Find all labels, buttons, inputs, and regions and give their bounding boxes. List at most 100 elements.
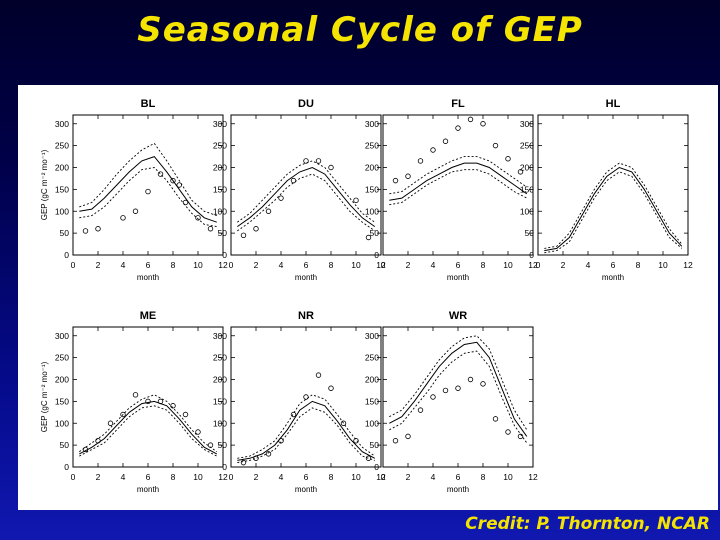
x-tick-label: 2 xyxy=(406,260,411,270)
panel-title: ME xyxy=(140,310,157,322)
data-point xyxy=(392,177,399,184)
x-tick-label: 0 xyxy=(381,260,386,270)
y-tick-label: 0 xyxy=(374,250,379,260)
y-tick-label: 100 xyxy=(55,206,69,216)
y-axis-label: GEP (gC m⁻² mo⁻¹) xyxy=(40,149,49,220)
data-point xyxy=(95,226,101,232)
data-point xyxy=(303,394,309,400)
x-tick-label: 10 xyxy=(503,472,513,482)
x-tick-label: 8 xyxy=(329,472,334,482)
x-tick-label: 12 xyxy=(376,472,386,482)
data-point xyxy=(517,433,524,440)
x-tick-label: 10 xyxy=(193,260,203,270)
series-line-bound xyxy=(389,156,528,195)
x-tick-label: 10 xyxy=(658,260,668,270)
y-tick-label: 200 xyxy=(365,163,379,173)
panel-title: HL xyxy=(606,98,621,110)
x-tick-label: 12 xyxy=(218,472,228,482)
data-point xyxy=(278,438,284,444)
y-tick-label: 100 xyxy=(213,206,227,216)
y-tick-label: 0 xyxy=(374,462,379,472)
y-tick-label: 50 xyxy=(218,440,228,450)
y-tick-label: 300 xyxy=(55,119,69,129)
x-tick-label: 10 xyxy=(351,472,361,482)
data-point xyxy=(442,387,449,394)
x-tick-label: 8 xyxy=(481,472,486,482)
x-axis-label: month xyxy=(295,485,317,494)
data-point xyxy=(157,398,164,405)
x-axis-label: month xyxy=(447,485,469,494)
data-point xyxy=(467,116,474,123)
panel-hl: HL 0 50 100 150 200 250 300 0 2 4 6 8 10 12 month xyxy=(520,98,693,282)
data-point xyxy=(278,195,284,201)
series-line-mean xyxy=(237,400,376,461)
data-point xyxy=(145,188,151,195)
x-tick-label: 12 xyxy=(376,260,386,270)
data-point xyxy=(480,381,486,387)
series-line-bound xyxy=(237,407,375,464)
x-tick-label: 4 xyxy=(431,260,436,270)
x-tick-label: 2 xyxy=(561,260,566,270)
data-point xyxy=(195,215,201,221)
panel-title: BL xyxy=(141,98,156,110)
x-tick-label: 0 xyxy=(71,260,76,270)
y-tick-label: 300 xyxy=(213,119,227,129)
x-tick-label: 12 xyxy=(528,472,538,482)
panel-fl: FL 0 50 100 150 200 250 300 0 2 4 6 8 10 12 month xyxy=(365,98,538,282)
y-tick-label: 50 xyxy=(60,228,70,238)
data-point xyxy=(290,177,297,184)
series-line-mean xyxy=(237,166,376,228)
data-point xyxy=(467,376,474,383)
x-tick-label: 8 xyxy=(171,472,176,482)
data-point xyxy=(290,411,297,418)
x-tick-label: 6 xyxy=(456,260,461,270)
data-point xyxy=(265,208,272,214)
panel-title: WR xyxy=(449,310,467,322)
data-point xyxy=(365,234,372,241)
y-tick-label: 150 xyxy=(55,396,69,406)
data-point xyxy=(405,173,411,179)
x-tick-label: 0 xyxy=(71,472,76,482)
series-line-bound xyxy=(389,169,528,206)
data-point xyxy=(365,455,372,461)
data-point xyxy=(405,433,411,440)
y-tick-label: 250 xyxy=(213,141,227,151)
y-tick-label: 150 xyxy=(365,396,379,406)
x-tick-label: 0 xyxy=(381,472,386,482)
data-point xyxy=(120,215,126,221)
y-tick-label: 200 xyxy=(213,163,227,173)
y-tick-label: 50 xyxy=(525,228,535,238)
data-point xyxy=(132,208,139,214)
panel-title: DU xyxy=(298,98,314,110)
x-axis-label: month xyxy=(447,273,469,282)
x-tick-label: 6 xyxy=(304,260,309,270)
data-point xyxy=(480,121,486,127)
x-tick-label: 0 xyxy=(229,472,234,482)
y-tick-label: 200 xyxy=(520,163,534,173)
y-tick-label: 100 xyxy=(213,418,227,428)
y-tick-label: 200 xyxy=(365,375,379,385)
data-point xyxy=(170,403,176,409)
series-line-bound xyxy=(79,405,218,457)
y-tick-label: 0 xyxy=(529,250,534,260)
data-point xyxy=(417,407,424,413)
panel-title: FL xyxy=(451,98,465,110)
x-tick-label: 2 xyxy=(96,260,101,270)
x-tick-label: 6 xyxy=(146,260,151,270)
y-tick-label: 100 xyxy=(55,418,69,428)
x-tick-label: 6 xyxy=(304,472,309,482)
data-point xyxy=(328,164,334,171)
x-tick-label: 12 xyxy=(683,260,693,270)
x-axis-label: month xyxy=(295,273,317,282)
series-line-bound xyxy=(79,142,217,217)
y-tick-label: 0 xyxy=(64,250,69,260)
y-tick-label: 200 xyxy=(213,375,227,385)
data-point xyxy=(392,438,399,444)
y-tick-label: 250 xyxy=(55,353,69,363)
y-tick-label: 0 xyxy=(222,250,227,260)
data-point xyxy=(492,416,499,422)
y-tick-label: 200 xyxy=(55,163,69,173)
x-tick-label: 4 xyxy=(121,472,126,482)
y-tick-label: 150 xyxy=(213,184,227,194)
